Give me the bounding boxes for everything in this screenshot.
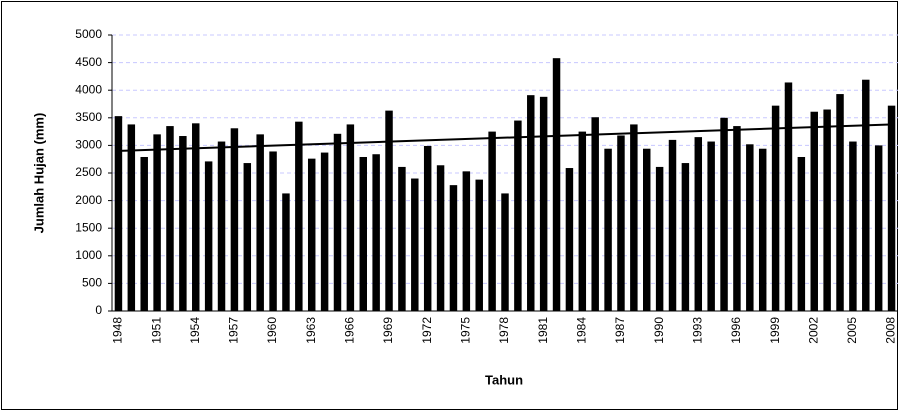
x-tick-label: 1951 bbox=[149, 317, 163, 344]
bar bbox=[849, 141, 857, 311]
bar bbox=[604, 148, 612, 311]
bar bbox=[539, 96, 548, 311]
bar bbox=[127, 124, 136, 311]
bar bbox=[346, 124, 355, 311]
y-tick-label: 4500 bbox=[75, 55, 102, 69]
bar bbox=[192, 123, 200, 311]
bar bbox=[823, 109, 831, 312]
bar bbox=[514, 120, 522, 311]
bar bbox=[359, 156, 367, 311]
x-tick-label: 2008 bbox=[884, 317, 898, 344]
bar bbox=[269, 151, 277, 311]
bar bbox=[114, 116, 123, 311]
bar bbox=[295, 121, 303, 311]
x-tick-label: 1975 bbox=[459, 317, 473, 344]
bar bbox=[617, 135, 625, 311]
trendline bbox=[118, 123, 892, 152]
bar bbox=[565, 168, 574, 311]
y-tick-label: 2500 bbox=[75, 165, 102, 179]
x-tick-label: 1990 bbox=[652, 317, 666, 344]
bar bbox=[758, 148, 767, 311]
x-tick-label: 1948 bbox=[111, 317, 125, 344]
bar bbox=[140, 156, 148, 311]
bar bbox=[475, 179, 483, 311]
bar bbox=[862, 79, 870, 311]
bar bbox=[527, 95, 535, 311]
x-tick-label: 1954 bbox=[188, 317, 202, 344]
y-tick-label: 500 bbox=[82, 276, 102, 290]
bar bbox=[733, 126, 741, 311]
x-tick-label: 1966 bbox=[343, 317, 357, 344]
x-tick-label: 1981 bbox=[536, 317, 550, 344]
x-tick-label: 2002 bbox=[806, 317, 820, 344]
x-tick-label: 1987 bbox=[613, 317, 627, 344]
bar bbox=[887, 105, 896, 311]
bar bbox=[166, 126, 174, 311]
x-axis-label: Tahun bbox=[485, 372, 523, 387]
bar bbox=[333, 133, 342, 311]
bar bbox=[243, 163, 252, 311]
bar bbox=[746, 144, 754, 311]
bar bbox=[217, 141, 226, 311]
y-tick-label: 5000 bbox=[75, 27, 102, 41]
bar bbox=[282, 193, 290, 311]
x-tick-label: 1996 bbox=[729, 317, 743, 344]
bar bbox=[630, 124, 638, 311]
bar bbox=[204, 161, 213, 311]
x-tick-label: 1963 bbox=[304, 317, 318, 344]
x-tick-label: 2005 bbox=[845, 317, 859, 344]
bar bbox=[385, 110, 393, 312]
bar bbox=[707, 141, 715, 311]
bar bbox=[552, 58, 561, 312]
bar bbox=[668, 139, 677, 311]
bar bbox=[643, 148, 651, 311]
y-tick-label: 3500 bbox=[75, 110, 102, 124]
x-tick-label: 1993 bbox=[690, 317, 704, 344]
bar bbox=[810, 111, 818, 311]
bar bbox=[874, 145, 883, 311]
x-tick-label: 1960 bbox=[265, 317, 279, 344]
x-tick-label: 1972 bbox=[420, 317, 434, 344]
y-tick-label: 0 bbox=[95, 303, 102, 317]
y-tick-label: 4000 bbox=[75, 82, 102, 96]
y-tick-label: 1000 bbox=[75, 248, 102, 262]
bar bbox=[797, 156, 806, 311]
bar bbox=[398, 166, 406, 311]
bar bbox=[655, 166, 664, 311]
bar bbox=[320, 152, 329, 311]
bar bbox=[836, 94, 844, 312]
x-tick-label: 1978 bbox=[497, 317, 511, 344]
x-tick-label: 1999 bbox=[768, 317, 782, 344]
bar bbox=[230, 128, 239, 311]
bar bbox=[591, 117, 599, 311]
bar bbox=[578, 131, 587, 311]
bar bbox=[784, 82, 793, 311]
bar bbox=[501, 193, 509, 311]
y-axis-label: Jumlah Hujan (mm) bbox=[31, 113, 46, 234]
x-tick-label: 1957 bbox=[227, 317, 241, 344]
bar bbox=[449, 185, 458, 311]
bar bbox=[153, 134, 161, 311]
x-tick-label: 1969 bbox=[381, 317, 395, 344]
bar bbox=[256, 134, 264, 311]
y-tick-label: 3000 bbox=[75, 138, 102, 152]
bar bbox=[372, 154, 380, 311]
bar bbox=[771, 105, 780, 311]
bar bbox=[423, 145, 432, 311]
bar bbox=[720, 117, 728, 311]
y-tick-label: 2000 bbox=[75, 193, 102, 207]
bar bbox=[681, 163, 690, 311]
bar bbox=[488, 131, 496, 311]
bar bbox=[307, 158, 316, 311]
y-tick-label: 1500 bbox=[75, 220, 102, 234]
bar bbox=[462, 171, 471, 311]
bar bbox=[436, 165, 445, 311]
x-tick-label: 1984 bbox=[574, 317, 588, 344]
bar bbox=[694, 137, 703, 311]
bar bbox=[411, 178, 419, 311]
bar bbox=[179, 136, 187, 311]
